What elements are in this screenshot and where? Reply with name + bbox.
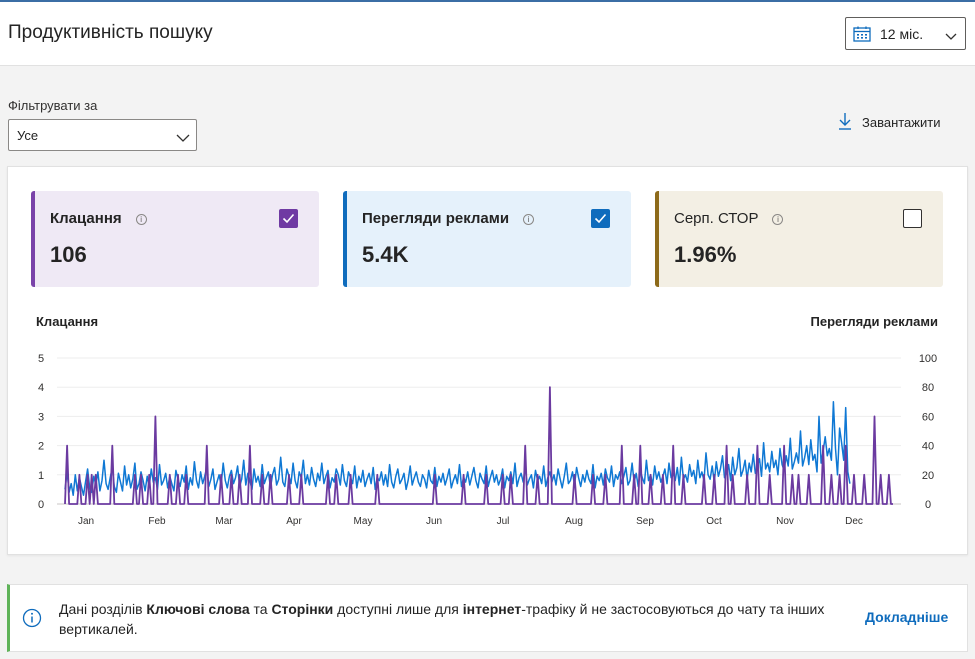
clicks-series-line	[64, 386, 893, 505]
learn-more-link[interactable]: Докладніше	[865, 609, 949, 625]
info-icon	[22, 608, 42, 633]
y-left-tick-label: 0	[38, 499, 44, 511]
impressions-series-line	[64, 401, 851, 496]
page-title: Продуктивність пошуку	[8, 22, 213, 43]
x-tick-label: Aug	[565, 516, 583, 527]
chart-left-axis-title: Клацання	[36, 314, 99, 329]
notice-text: та	[249, 601, 272, 617]
y-left-tick-label: 2	[38, 441, 44, 453]
chart-right-axis-title: Перегляди реклами	[810, 314, 938, 329]
metric-accent-bar	[655, 191, 659, 287]
metric-value: 106	[50, 242, 87, 267]
metric-label: Перегляди реклами i	[362, 210, 535, 227]
filter-label: Фільтрувати за	[8, 98, 98, 113]
period-selector[interactable]: 12 міс.	[845, 17, 966, 50]
metric-label-text: Перегляди реклами	[362, 210, 510, 227]
notice-bold: Сторінки	[271, 601, 334, 617]
metric-accent-bar	[343, 191, 347, 287]
metric-checkbox[interactable]	[591, 209, 610, 228]
x-tick-label: Apr	[286, 516, 302, 527]
info-icon[interactable]: i	[772, 214, 784, 225]
top-accent-line	[0, 0, 975, 2]
metric-clicks[interactable]: Клацання i 106	[31, 191, 319, 287]
x-tick-label: Jan	[78, 516, 94, 527]
y-left-tick-label: 4	[38, 382, 44, 394]
y-right-tick-label: 40	[922, 441, 934, 453]
y-left-tick-label: 5	[38, 353, 44, 365]
notice-bold: інтернет	[462, 601, 522, 617]
notice-text: доступні лише для	[333, 601, 463, 617]
notice-text: Дані розділів	[59, 601, 147, 617]
x-tick-label: Sep	[636, 516, 654, 527]
notice-text: -трафіку й не застосовуються до чату та …	[59, 601, 825, 637]
x-tick-label: Mar	[215, 516, 233, 527]
metric-label-text: Серп. СТОР	[674, 210, 759, 227]
y-right-tick-label: 0	[925, 499, 931, 511]
notice-bold: Ключові слова	[146, 601, 250, 617]
metric-checkbox[interactable]	[279, 209, 298, 228]
download-label: Завантажити	[862, 114, 941, 130]
y-right-tick-label: 60	[922, 411, 934, 423]
metric-value: 5.4K	[362, 242, 409, 267]
metric-ctr[interactable]: Серп. СТОР i 1.96%	[655, 191, 943, 287]
performance-line-chart: 0 1 2 3 4 5 0 20 40 60 80 100 Jan Feb Mar Apr May Jun Jul A…	[38, 353, 937, 527]
download-button[interactable]: Завантажити	[838, 112, 940, 132]
metric-accent-bar	[31, 191, 35, 287]
checkmark-icon	[282, 213, 295, 224]
chevron-down-icon	[176, 130, 190, 148]
download-icon	[838, 112, 852, 133]
x-tick-label: Feb	[148, 516, 166, 527]
y-right-tick-label: 80	[922, 382, 934, 394]
metric-label: Клацання i	[50, 210, 147, 227]
notice-message: Дані розділів Ключові слова та Сторінки …	[59, 599, 839, 639]
performance-card: Клацання i 106 Перегляди реклами i 5.4K Се…	[7, 166, 968, 555]
x-tick-label: May	[354, 516, 373, 527]
metric-checkbox[interactable]	[903, 209, 922, 228]
checkmark-icon	[594, 213, 607, 224]
period-label: 12 міс.	[880, 26, 924, 42]
metric-label: Серп. СТОР i	[674, 210, 784, 227]
metric-label-text: Клацання	[50, 210, 122, 227]
x-tick-label: Dec	[845, 516, 863, 527]
y-right-tick-label: 20	[922, 470, 934, 482]
calendar-icon	[853, 26, 871, 47]
info-notice: Дані розділів Ключові слова та Сторінки …	[7, 584, 968, 652]
x-tick-label: Nov	[776, 516, 794, 527]
x-tick-label: Jul	[497, 516, 510, 527]
filter-dropdown[interactable]: Усе	[8, 119, 197, 151]
page-header: Продуктивність пошуку 12 міс.	[0, 2, 975, 66]
x-tick-label: Oct	[706, 516, 722, 527]
y-left-tick-label: 1	[38, 470, 44, 482]
info-icon[interactable]: i	[523, 214, 535, 225]
y-left-tick-label: 3	[38, 411, 44, 423]
info-icon[interactable]: i	[135, 214, 147, 225]
x-tick-label: Jun	[426, 516, 442, 527]
filter-value: Усе	[17, 128, 39, 143]
metric-value: 1.96%	[674, 242, 737, 267]
metric-impressions[interactable]: Перегляди реклами i 5.4K	[343, 191, 631, 287]
chevron-down-icon	[945, 28, 957, 46]
y-right-tick-label: 100	[919, 353, 937, 365]
